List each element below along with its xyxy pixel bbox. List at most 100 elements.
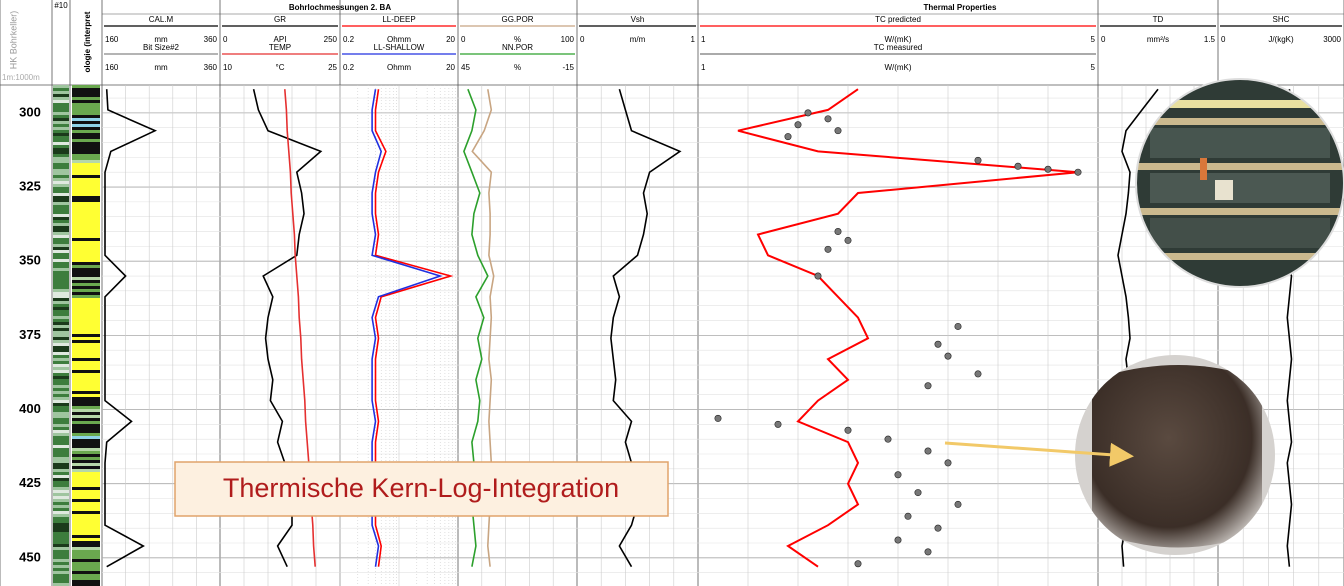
lithology-band bbox=[72, 532, 100, 535]
lithology-band bbox=[72, 136, 100, 139]
lithology-band bbox=[72, 184, 100, 187]
color-band bbox=[53, 139, 69, 142]
lithology-band bbox=[72, 154, 100, 157]
color-band bbox=[53, 361, 69, 364]
lithology-band bbox=[72, 250, 100, 253]
color-band bbox=[53, 571, 69, 574]
color-band bbox=[53, 580, 69, 583]
lithology-band bbox=[72, 271, 100, 274]
lithology-band bbox=[72, 367, 100, 370]
color-band bbox=[53, 484, 69, 487]
color-band bbox=[53, 265, 69, 268]
tc-measured-point bbox=[835, 127, 841, 133]
lithology-band bbox=[72, 568, 100, 571]
scale-max: -15 bbox=[562, 63, 574, 72]
lithology-band bbox=[72, 442, 100, 445]
color-band bbox=[53, 220, 69, 223]
lithology-band bbox=[72, 511, 100, 514]
depth-label: 400 bbox=[19, 401, 41, 416]
color-band bbox=[53, 172, 69, 175]
lithology-band bbox=[72, 493, 100, 496]
lithology-band bbox=[72, 547, 100, 550]
lithology-band bbox=[72, 451, 100, 454]
color-band bbox=[53, 499, 69, 502]
scale-min: 160 bbox=[105, 63, 119, 72]
color-band bbox=[53, 544, 69, 547]
color-band bbox=[53, 319, 69, 322]
lithology-band bbox=[72, 256, 100, 259]
lithology-band bbox=[72, 514, 100, 517]
scale-max: 5 bbox=[1091, 35, 1096, 44]
color-band bbox=[53, 406, 69, 409]
color-band bbox=[53, 304, 69, 307]
color-band bbox=[53, 178, 69, 181]
lithology-band bbox=[72, 361, 100, 364]
color-band bbox=[53, 502, 69, 505]
lithology-band bbox=[72, 205, 100, 208]
color-band bbox=[53, 253, 69, 256]
color-band bbox=[53, 193, 69, 196]
color-band bbox=[53, 217, 69, 220]
tc-measured-point bbox=[905, 513, 911, 519]
scale-max: 100 bbox=[561, 35, 575, 44]
color-band bbox=[53, 532, 69, 535]
color-band bbox=[53, 517, 69, 520]
color-band bbox=[53, 370, 69, 373]
color-band bbox=[53, 157, 69, 160]
lithology-band bbox=[72, 220, 100, 223]
lithology-band bbox=[72, 178, 100, 181]
lithology-band bbox=[72, 487, 100, 490]
tc-measured-point bbox=[955, 323, 961, 329]
column-label: #10 bbox=[54, 1, 68, 10]
lithology-band bbox=[72, 88, 100, 91]
scale-max: 3000 bbox=[1323, 35, 1341, 44]
color-band bbox=[53, 115, 69, 118]
color-band bbox=[53, 436, 69, 439]
color-band bbox=[53, 556, 69, 559]
scale-max: 360 bbox=[204, 63, 218, 72]
color-band bbox=[53, 451, 69, 454]
lithology-band bbox=[72, 166, 100, 169]
scale-max: 5 bbox=[1091, 63, 1096, 72]
lithology-band bbox=[72, 529, 100, 532]
color-band bbox=[53, 523, 69, 526]
lithology-band bbox=[72, 466, 100, 469]
color-band bbox=[53, 274, 69, 277]
color-band bbox=[53, 433, 69, 436]
tc-measured-point bbox=[925, 448, 931, 454]
tc-measured-point bbox=[1015, 163, 1021, 169]
curve-name: NN.POR bbox=[502, 43, 533, 52]
color-band bbox=[53, 169, 69, 172]
curve-name: Vsh bbox=[631, 15, 645, 24]
lithology-band bbox=[72, 331, 100, 334]
lithology-band bbox=[72, 130, 100, 133]
lithology-band bbox=[72, 235, 100, 238]
scale-min: 10 bbox=[223, 63, 232, 72]
lithology-band bbox=[72, 343, 100, 346]
lithology-band bbox=[72, 337, 100, 340]
lithology-band bbox=[72, 469, 100, 472]
scale-min: 0.2 bbox=[343, 63, 355, 72]
tc-measured-point bbox=[855, 561, 861, 567]
color-band bbox=[53, 562, 69, 565]
lithology-band bbox=[72, 478, 100, 481]
tc-measured-point bbox=[825, 116, 831, 122]
lithology-band bbox=[72, 544, 100, 547]
color-band bbox=[53, 232, 69, 235]
color-band bbox=[53, 127, 69, 130]
tc-measured-point bbox=[845, 237, 851, 243]
lithology-band bbox=[72, 316, 100, 319]
scale-max: 20 bbox=[446, 63, 455, 72]
lithology-band bbox=[72, 301, 100, 304]
color-band bbox=[53, 577, 69, 580]
tc-measured-point bbox=[795, 122, 801, 128]
color-band bbox=[53, 298, 69, 301]
color-band bbox=[53, 553, 69, 556]
group-title: Bohrlochmessungen 2. BA bbox=[289, 3, 391, 12]
lithology-band bbox=[72, 415, 100, 418]
lithology-band bbox=[72, 292, 100, 295]
color-band bbox=[53, 226, 69, 229]
lithology-band bbox=[72, 151, 100, 154]
color-band bbox=[53, 469, 69, 472]
tc-measured-point bbox=[925, 383, 931, 389]
